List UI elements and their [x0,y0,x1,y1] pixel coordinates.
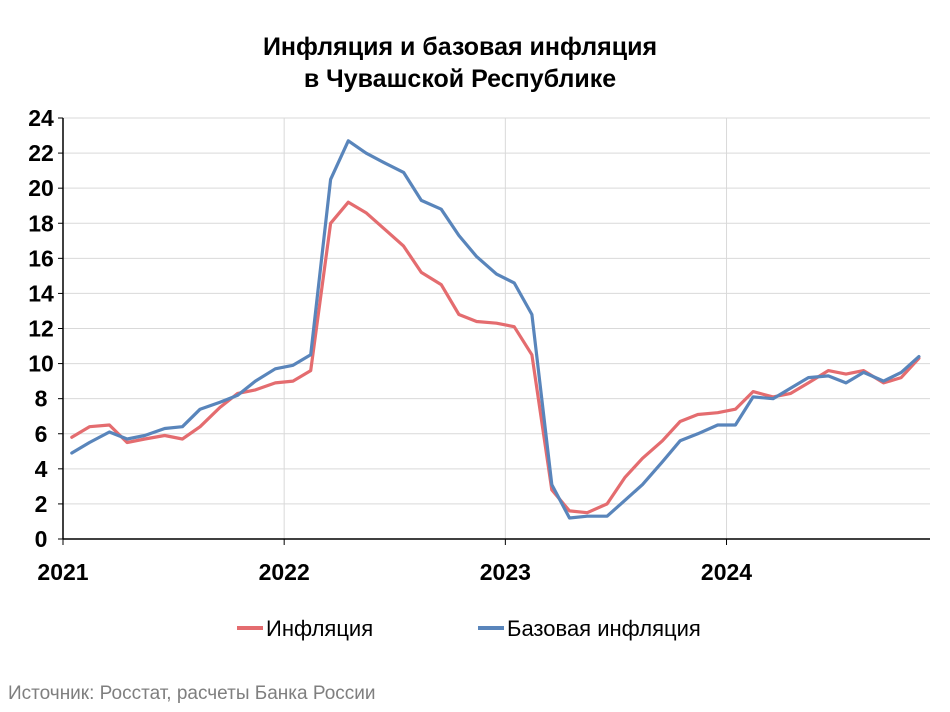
chart-title-line-2: в Чувашской Республике [304,65,616,93]
y-tick-label: 12 [28,316,54,342]
chart-axes [58,117,930,545]
y-tick-label: 2 [35,491,48,517]
series-line-core-inflation [70,139,921,520]
x-tick-label: 2022 [259,559,310,585]
y-tick-label: 14 [28,280,54,306]
y-tick-label: 18 [28,210,54,236]
series-line-inflation [70,200,921,515]
x-axis-ticks: 2021 2022 2023 2024 [37,559,752,585]
y-tick-label: 4 [35,456,48,482]
y-tick-label: 16 [28,245,54,271]
x-tick-label: 2023 [480,559,531,585]
y-tick-label: 24 [28,105,54,131]
source-note: Источник: Росстат, расчеты Банка России [8,683,376,704]
y-tick-label: 6 [35,421,48,447]
chart-title-line-1: Инфляция и базовая инфляция [263,33,657,61]
legend-label-inflation: Инфляция [266,616,373,641]
y-tick-label: 10 [28,351,54,377]
x-tick-label: 2021 [37,559,88,585]
chart-series [70,139,921,520]
y-tick-label: 22 [28,140,54,166]
legend-label-core-inflation: Базовая инфляция [507,616,701,641]
chart-legend: Инфляция Базовая инфляция [237,616,701,641]
inflation-chart: Инфляция и базовая инфляция в Чувашской … [28,33,930,641]
y-tick-label: 8 [35,386,48,412]
chart-gridlines [63,117,930,539]
y-tick-label: 0 [35,526,48,552]
x-tick-label: 2024 [701,559,752,585]
y-tick-label: 20 [28,175,54,201]
